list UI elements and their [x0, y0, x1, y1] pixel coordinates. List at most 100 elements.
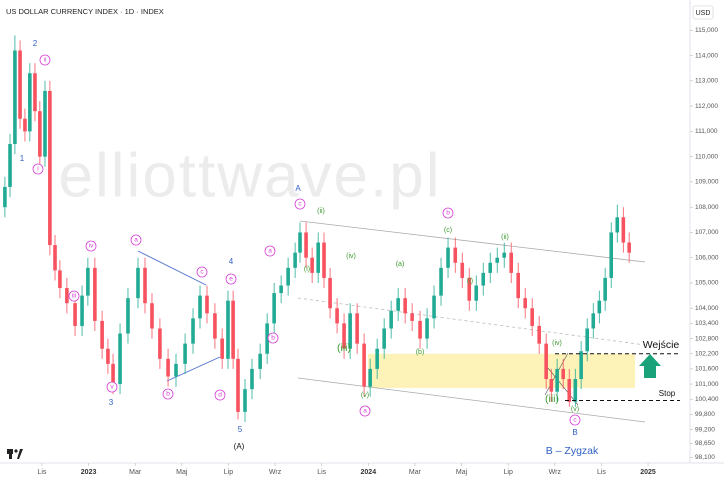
y-tick-label: 98,100 — [695, 454, 715, 461]
candle-body — [591, 313, 596, 329]
candle-body — [516, 272, 520, 299]
candle-body — [322, 242, 326, 278]
wave-circle — [162, 388, 174, 400]
candle-body — [310, 257, 314, 273]
y-tick-label: 100,400 — [695, 396, 719, 403]
candle-body — [48, 90, 52, 246]
candle-body — [3, 186, 7, 208]
wave-label: c — [298, 201, 302, 208]
candle-body — [100, 320, 104, 349]
candle-body — [174, 363, 178, 377]
wave-label: (iv) — [346, 253, 356, 260]
candle-body — [453, 247, 458, 263]
candle-body — [530, 308, 534, 326]
x-tick-label: Maj — [456, 469, 468, 476]
wave-label: 5 — [238, 425, 243, 434]
y-tick-label: 102,200 — [695, 350, 719, 357]
candle-body — [286, 267, 290, 286]
candle-body — [362, 343, 366, 387]
candle-body — [342, 323, 346, 349]
watermark: elliottwave.pl — [59, 141, 442, 210]
x-tick-label: Lip — [504, 469, 513, 476]
y-tick-label: 101,600 — [695, 366, 719, 373]
x-tick-label: Wrz — [269, 469, 282, 476]
candle-body — [106, 348, 110, 364]
wave-circle — [442, 207, 454, 219]
x-tick-label: Lis — [37, 469, 46, 476]
wave-circle — [130, 234, 142, 246]
candle-body — [293, 252, 297, 268]
wave-label: 4 — [229, 257, 234, 266]
candle-body — [446, 247, 450, 268]
support-zone — [368, 353, 635, 388]
candle-body — [65, 288, 69, 304]
y-tick-label: 99,800 — [695, 411, 715, 418]
y-tick-label: 112,000 — [695, 103, 718, 110]
wave-label: d — [218, 392, 222, 399]
wave-circle — [214, 389, 226, 401]
wave-label: (i) — [467, 278, 473, 285]
candle-body — [258, 353, 262, 369]
candle-body — [183, 343, 187, 364]
candle-body — [226, 300, 230, 359]
candle-body — [18, 50, 22, 119]
wave-label: a — [363, 408, 367, 415]
candle-body — [425, 318, 429, 339]
entry-arrow — [639, 354, 661, 378]
wave-label: 2 — [33, 39, 38, 48]
tv-logo — [7, 449, 23, 459]
candle-body — [502, 252, 507, 258]
candle-body — [488, 262, 493, 273]
candle-body — [585, 328, 589, 352]
candle-body — [348, 313, 352, 349]
wave-label: (iii) — [545, 393, 559, 405]
candle-body — [126, 298, 130, 334]
channel-lower — [297, 377, 646, 423]
wave-label: 1 — [20, 154, 25, 163]
candle-body — [23, 118, 27, 132]
y-tick-label: 109,000 — [695, 179, 719, 186]
wave-circle — [264, 245, 276, 257]
x-tick-label: Lip — [224, 469, 233, 476]
candle-body — [621, 217, 626, 243]
candle-body — [220, 338, 224, 359]
wave-label: (c) — [444, 227, 452, 234]
wave-label: v — [110, 384, 114, 391]
wave-circle — [85, 240, 97, 252]
wave-label: B – Zygzak — [546, 445, 599, 457]
triangle-upper — [137, 250, 207, 286]
candle-body — [573, 379, 578, 402]
wave-label: (A) — [234, 442, 245, 451]
wave-label: iv — [89, 243, 94, 250]
candle-body — [243, 389, 247, 412]
candle-body — [439, 267, 443, 296]
wave-label: (iii) — [337, 342, 351, 354]
candle-body — [118, 333, 122, 385]
wave-label: (b) — [416, 349, 425, 356]
wave-label: ii — [44, 57, 47, 64]
wave-label: iii — [72, 293, 76, 300]
wave-label: (i) — [304, 266, 310, 273]
candle-body — [213, 313, 217, 339]
candle-body — [265, 323, 269, 354]
candle-body — [43, 90, 47, 157]
candle-body — [53, 245, 57, 271]
wave-circle — [196, 266, 208, 278]
wave-circle — [294, 198, 306, 210]
candle-body — [432, 295, 436, 319]
y-tick-label: 115,000 — [695, 27, 718, 34]
candle-body — [80, 295, 84, 326]
wave-circle — [68, 290, 80, 302]
wave-label: (ii) — [501, 234, 509, 241]
candle-body — [555, 368, 559, 392]
currency-box[interactable] — [692, 5, 714, 20]
candle-body — [474, 285, 479, 301]
candle-body — [250, 368, 254, 390]
candle-body — [627, 242, 631, 253]
candle-body — [93, 267, 97, 321]
channel-middle — [297, 297, 646, 346]
x-tick-label: Wrz — [549, 469, 562, 476]
wave-circle — [569, 414, 581, 426]
currency[interactable]: USD — [696, 10, 711, 17]
